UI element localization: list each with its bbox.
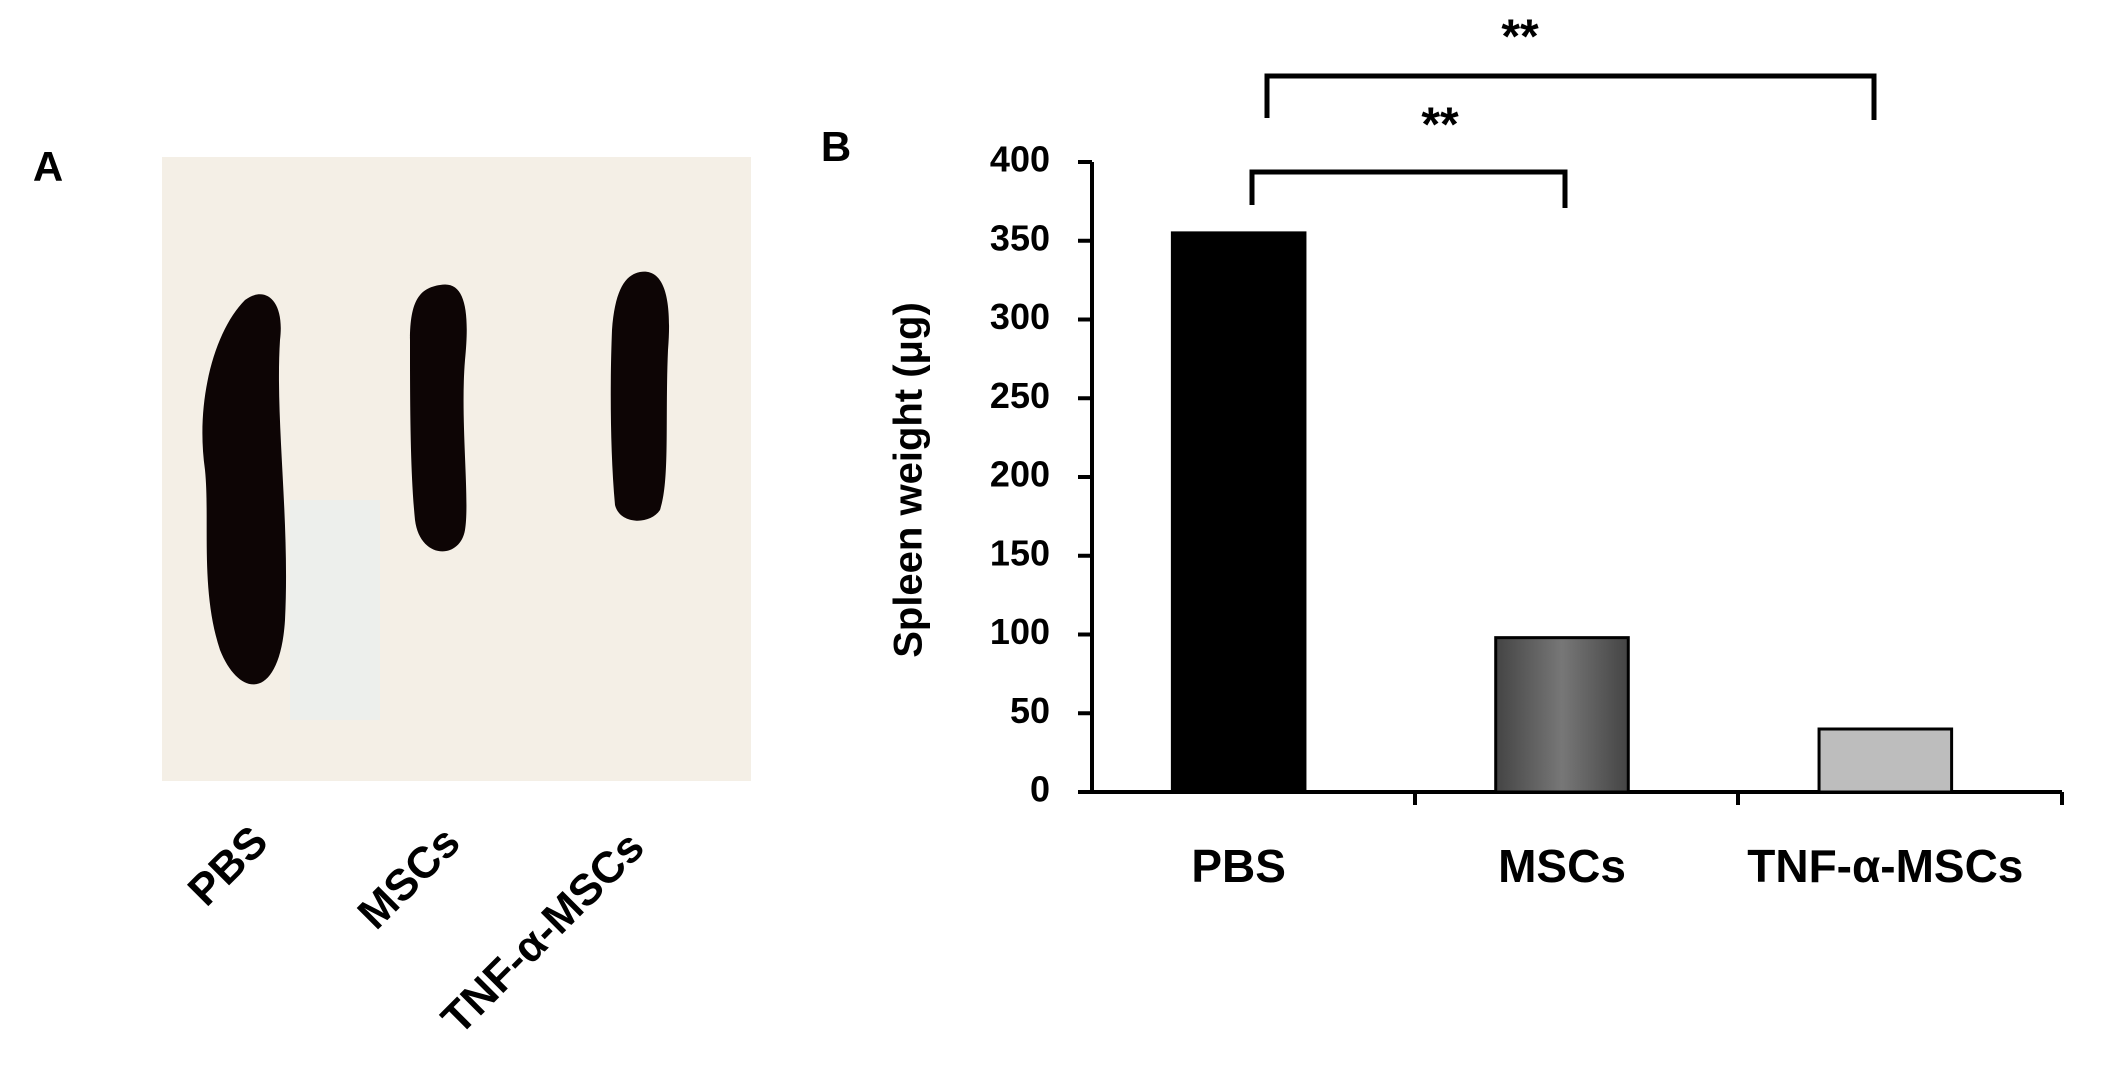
x-tick-label: MSCs bbox=[1498, 840, 1626, 892]
significance: ** bbox=[1421, 99, 1459, 152]
y-tick-label: 0 bbox=[1030, 769, 1050, 810]
y-tick-label: 200 bbox=[990, 454, 1050, 495]
bar bbox=[1170, 231, 1307, 794]
y-tick-label: 350 bbox=[990, 217, 1050, 258]
x-tick-label: PBS bbox=[1191, 840, 1286, 892]
y-tick-label: 250 bbox=[990, 375, 1050, 416]
bar bbox=[1817, 727, 1954, 794]
spleen bbox=[410, 284, 467, 552]
bracket bbox=[1264, 73, 1877, 120]
y-tick-label: 100 bbox=[990, 611, 1050, 652]
panel-label: A bbox=[33, 143, 63, 190]
significance: ** bbox=[1501, 11, 1539, 64]
spleen bbox=[202, 294, 287, 685]
y-tick-label: 50 bbox=[1010, 690, 1050, 731]
bracket bbox=[1249, 169, 1568, 208]
y-tick-label: 400 bbox=[990, 139, 1050, 180]
y-tick-label: 300 bbox=[990, 296, 1050, 337]
bar bbox=[1494, 636, 1630, 794]
y-tick-label: 150 bbox=[990, 532, 1050, 573]
x-tick-label: TNF-α-MSCs bbox=[1747, 840, 2023, 892]
y-axis-label: Spleen weight (μg) bbox=[887, 302, 931, 658]
sample-label: MSCs bbox=[348, 817, 469, 938]
photo-glare bbox=[290, 500, 380, 720]
panel-label: B bbox=[821, 123, 851, 170]
spleen bbox=[610, 271, 670, 521]
sample-label: PBS bbox=[179, 817, 278, 916]
